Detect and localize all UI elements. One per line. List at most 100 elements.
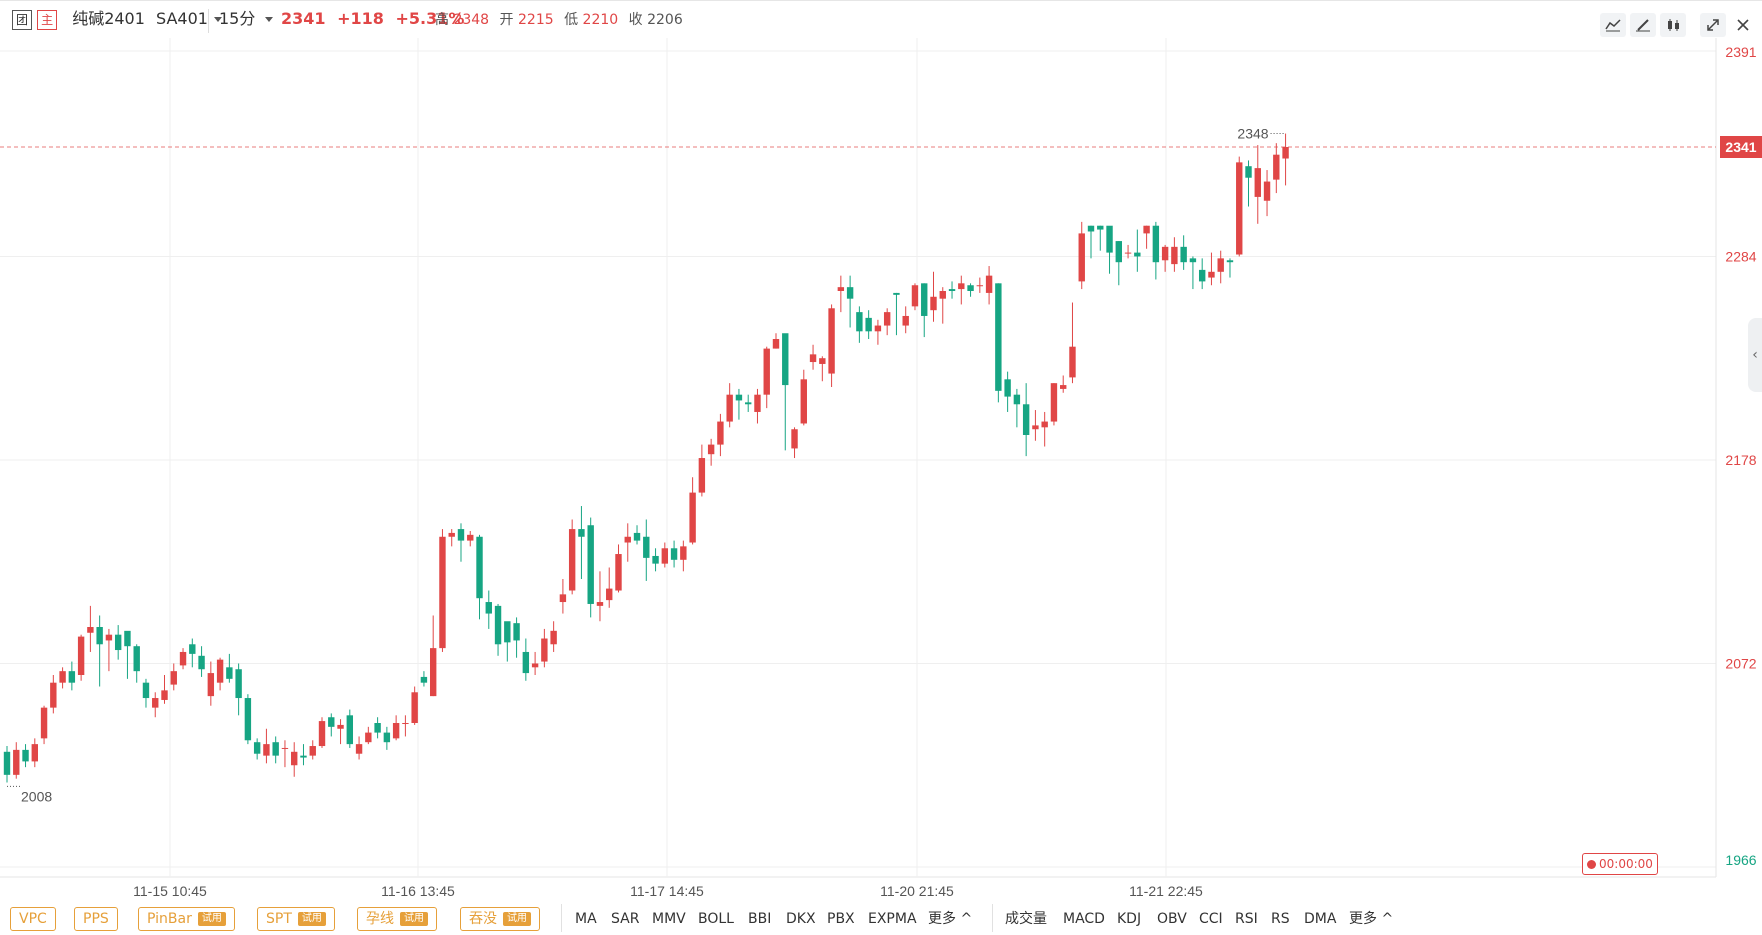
candle-body xyxy=(1041,421,1048,428)
price-change: +118 xyxy=(337,9,384,28)
candle-body xyxy=(300,755,307,758)
candle-body xyxy=(226,667,233,679)
indicator-dkx[interactable]: DKX xyxy=(786,911,816,927)
candle-body xyxy=(50,682,57,708)
indicator-sar[interactable]: SAR xyxy=(611,911,640,927)
candle-body xyxy=(189,644,196,654)
main-contract-badge[interactable]: 主 xyxy=(37,9,58,30)
candle-body xyxy=(179,651,187,666)
candle-body xyxy=(87,627,94,633)
period-label[interactable]: 15分 xyxy=(219,9,256,28)
indicator-obv[interactable]: OBV xyxy=(1157,911,1187,927)
candle-body xyxy=(1032,425,1039,430)
candle-body xyxy=(661,548,669,564)
candle-body xyxy=(318,721,326,747)
candle-body xyxy=(809,354,817,363)
contract-code[interactable]: SA401 xyxy=(156,9,208,28)
candle-body xyxy=(1013,394,1021,405)
candle-body xyxy=(328,717,335,727)
signal-label: VPC xyxy=(19,911,47,927)
signal-label: SPT xyxy=(266,911,292,927)
candlestick-chart[interactable]: 2391 2284 2178 2072 1966 11-15 10:45 11-16 13:… xyxy=(0,0,1762,900)
signal-pinbar-button[interactable]: PinBar 试用 xyxy=(138,907,235,931)
chevron-up-icon: ^ xyxy=(1381,911,1394,927)
contract-chevron-down-icon[interactable] xyxy=(213,17,222,22)
contract-name: 纯碱2401 xyxy=(72,9,145,28)
signal-spt-button[interactable]: SPT 试用 xyxy=(257,907,335,931)
main-more-button[interactable]: 更多 ^ xyxy=(928,909,972,929)
indicator-expma[interactable]: EXPMA xyxy=(868,911,917,927)
candle-body xyxy=(643,536,650,558)
candle-body xyxy=(791,429,798,449)
close-value: 2206 xyxy=(647,12,683,28)
indicator-kdj[interactable]: KDJ xyxy=(1117,911,1142,927)
candle-body xyxy=(13,749,20,775)
signal-label: 孕线 xyxy=(366,911,394,927)
line-chart-icon[interactable] xyxy=(1600,13,1626,37)
candle-body xyxy=(476,536,483,599)
indicator-macd[interactable]: MACD xyxy=(1063,911,1105,927)
candle-body xyxy=(429,648,437,697)
indicator-boll[interactable]: BOLL xyxy=(698,911,734,927)
signal-pps-button[interactable]: PPS xyxy=(74,907,118,931)
candle-body xyxy=(337,724,344,729)
trial-badge: 试用 xyxy=(297,912,326,926)
signal-label: PPS xyxy=(83,911,109,927)
indicator-cci[interactable]: CCI xyxy=(1199,911,1223,927)
footer-divider xyxy=(561,904,562,932)
candle-body xyxy=(281,747,289,749)
trial-badge: 试用 xyxy=(503,912,531,926)
candle-body xyxy=(615,554,622,591)
candle-body xyxy=(1106,225,1113,253)
candle-body xyxy=(1097,225,1104,230)
candle-body xyxy=(1152,225,1160,263)
candle-body xyxy=(856,312,863,332)
candle-body xyxy=(207,673,215,697)
ohlc-stats: 高 2348 开 2215 低 2210 收 2206 xyxy=(435,8,683,32)
candle-body xyxy=(930,296,937,311)
period-selector[interactable]: 15分 xyxy=(219,7,274,31)
candle-body xyxy=(448,532,455,537)
candle-body xyxy=(374,723,381,733)
signal-vpc-button[interactable]: VPC xyxy=(10,907,56,931)
signal-yunxian-button[interactable]: 孕线 试用 xyxy=(357,907,437,931)
last-price-tag xyxy=(1720,136,1762,158)
candle-body xyxy=(1069,346,1076,378)
candle-body xyxy=(828,308,835,374)
candle-body xyxy=(735,394,743,401)
draw-icon[interactable] xyxy=(1630,13,1656,37)
candle-body xyxy=(504,621,511,643)
candle-body xyxy=(578,529,585,537)
candle-body xyxy=(170,671,177,685)
candle-body xyxy=(355,744,363,754)
close-icon[interactable] xyxy=(1730,13,1756,37)
indicator-bbi[interactable]: BBI xyxy=(748,911,772,927)
candle-body xyxy=(819,358,826,364)
signal-tunmo-button[interactable]: 吞没 试用 xyxy=(460,907,540,931)
candle-body xyxy=(1189,258,1197,263)
period-chevron-down-icon[interactable] xyxy=(265,17,274,22)
candle-body xyxy=(346,715,354,745)
candle-body xyxy=(1282,147,1289,159)
indicator-rs[interactable]: RS xyxy=(1271,911,1290,927)
candle-body xyxy=(383,732,391,743)
indicator-pbx[interactable]: PBX xyxy=(827,911,855,927)
open-value: 2215 xyxy=(518,12,554,28)
group-badge[interactable]: 团 xyxy=(12,9,32,30)
candle-body xyxy=(68,671,76,683)
candle-body xyxy=(985,275,993,293)
candle-body xyxy=(494,605,502,645)
side-panel-toggle-icon[interactable]: ‹ xyxy=(1748,318,1762,392)
indicator-volume[interactable]: 成交量 xyxy=(1005,911,1047,927)
indicator-mmv[interactable]: MMV xyxy=(652,911,686,927)
candle-body xyxy=(995,283,1002,391)
indicator-dma[interactable]: DMA xyxy=(1304,911,1337,927)
candle-icon[interactable] xyxy=(1660,13,1686,37)
candle-body xyxy=(652,555,659,564)
indicator-rsi[interactable]: RSI xyxy=(1235,911,1258,927)
expand-icon[interactable] xyxy=(1700,13,1726,37)
indicator-ma[interactable]: MA xyxy=(575,911,597,927)
candle-body xyxy=(717,421,724,445)
candle-body xyxy=(782,333,789,386)
sub-more-button[interactable]: 更多 ^ xyxy=(1349,909,1393,929)
